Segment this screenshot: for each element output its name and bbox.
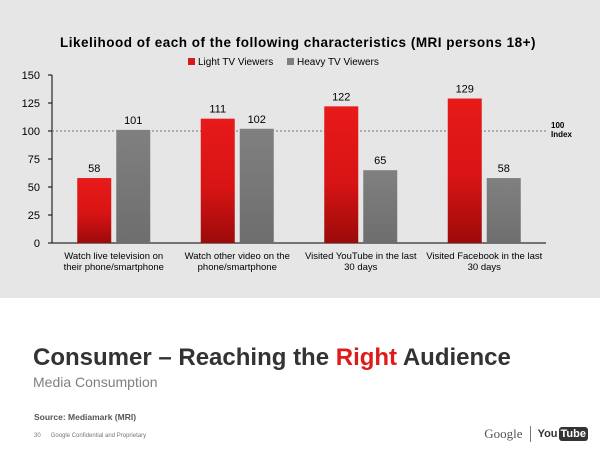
reference-label-1: Index [551, 130, 572, 139]
y-tick-label-4: 100 [22, 126, 40, 138]
reference-label-0: 100 [551, 121, 565, 130]
bar-s1-c1 [239, 128, 274, 243]
bar-s0-c1 [200, 118, 235, 243]
data-label-s1-c3: 58 [498, 163, 510, 175]
y-tick-label-2: 50 [28, 182, 40, 194]
data-label-s0-c2: 122 [332, 91, 350, 103]
legend-swatch-0 [188, 58, 195, 65]
data-label-s1-c0: 101 [124, 115, 142, 127]
category-label-3-0: Visited Facebook in the last [426, 251, 542, 262]
category-label-1-1: phone/smartphone [198, 262, 277, 273]
y-tick-label-3: 75 [28, 154, 40, 166]
category-label-0-1: their phone/smartphone [64, 262, 164, 273]
bar-s0-c2 [324, 106, 359, 243]
headline-post: Audience [397, 344, 511, 371]
category-label-2-0: Visited YouTube in the last [305, 251, 417, 262]
category-label-0-0: Watch live television on [64, 251, 163, 262]
headline-pre: Consumer – Reaching the [33, 344, 336, 371]
youtube-logo-tube: Tube [558, 427, 588, 441]
legend-label-1: Heavy TV Viewers [297, 57, 379, 68]
data-label-s0-c0: 58 [88, 163, 100, 175]
headline-accent: Right [335, 344, 398, 371]
data-label-s0-c1: 111 [209, 104, 226, 116]
source-note: Source: Mediamark (MRI) [34, 412, 137, 422]
category-label-2-1: 30 days [344, 262, 378, 273]
chart-title: Likelihood of each of the following char… [60, 35, 536, 50]
slide-headline: Consumer – Reaching the Right Audience [33, 344, 511, 372]
y-tick-label-1: 25 [28, 210, 40, 222]
bar-s1-c3 [486, 178, 521, 243]
chart-panel: Likelihood of each of the following char… [0, 0, 600, 298]
bar-s0-c0 [77, 178, 112, 243]
data-label-s1-c2: 65 [374, 155, 386, 167]
bar-chart: Likelihood of each of the following char… [22, 35, 573, 273]
footer-logos: Google You Tube [484, 425, 588, 443]
youtube-logo: You Tube [538, 427, 588, 441]
data-label-s0-c3: 129 [456, 84, 474, 96]
y-tick-label-6: 150 [22, 70, 40, 82]
google-logo: Google [484, 426, 523, 441]
category-label-3-1: 30 days [468, 262, 502, 273]
legend-swatch-1 [287, 58, 294, 65]
y-tick-label-5: 125 [22, 98, 40, 110]
youtube-logo-you: You [537, 428, 558, 440]
footer-confidential: 30 Google Confidential and Proprietary [34, 433, 146, 439]
confidential-text: Google Confidential and Proprietary [50, 433, 147, 439]
page-number: 30 [34, 433, 41, 439]
category-label-1-0: Watch other video on the [185, 251, 290, 262]
slide-subheadline: Media Consumption [33, 374, 158, 390]
bar-s1-c2 [363, 170, 398, 243]
data-label-s1-c1: 102 [248, 114, 266, 126]
bar-s0-c3 [447, 98, 482, 244]
y-tick-label-0: 0 [34, 238, 40, 250]
bar-s1-c0 [116, 129, 151, 243]
legend-label-0: Light TV Viewers [198, 57, 273, 68]
logo-divider [529, 426, 531, 442]
